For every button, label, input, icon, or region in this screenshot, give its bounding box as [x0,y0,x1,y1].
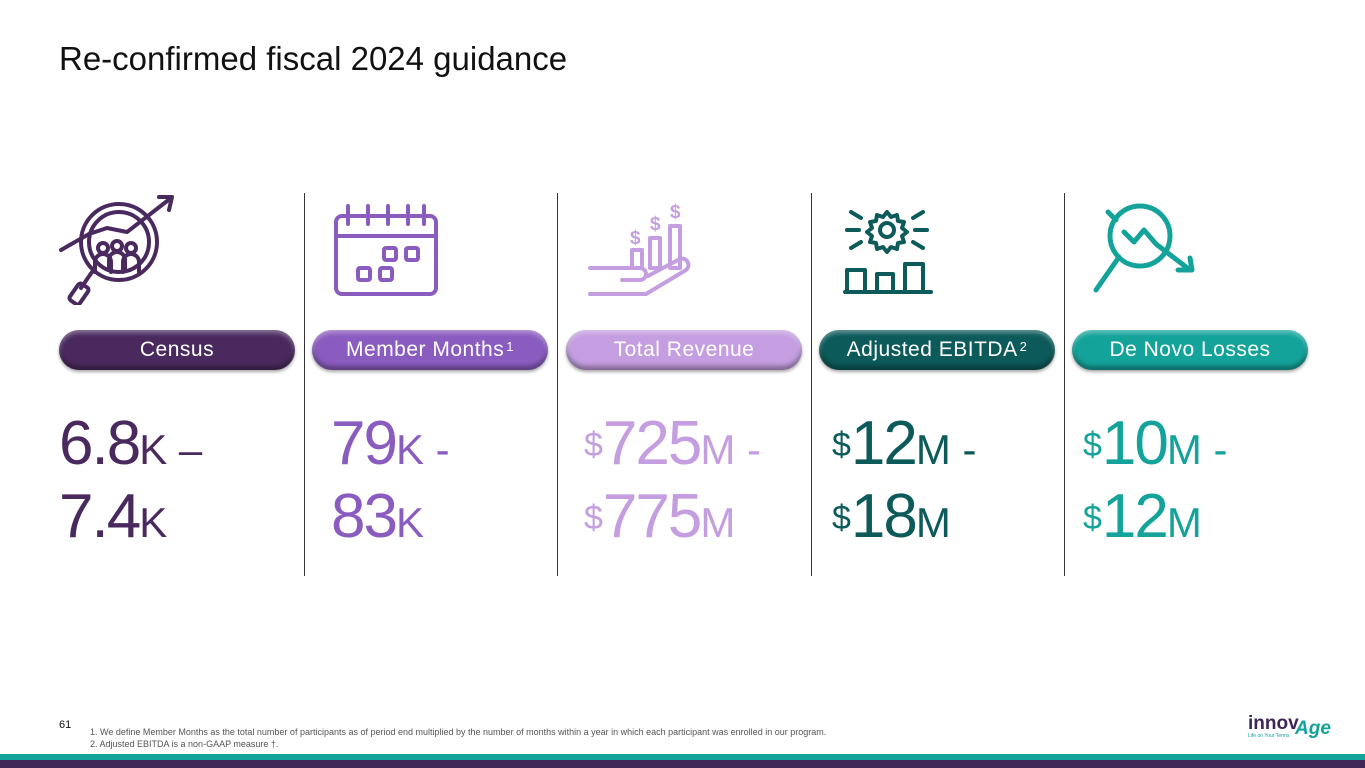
value-line-2: 83K [331,483,450,556]
footnote-ref: 1 [506,338,514,354]
census-magnifier-growth-icon [59,195,174,305]
census-column: Census 6.8K – 7.4K [59,190,299,580]
value-separator: - [1201,426,1228,473]
pill-label: Census [139,338,215,361]
column-divider [811,193,812,576]
value-unit: K [139,426,168,473]
svg-text:$: $ [670,202,681,223]
pill-label: Total Revenue [613,338,755,361]
value-low: 12 [850,409,918,478]
value-line-2: 7.4K [59,483,202,556]
footnotes: 1. We define Member Months as the total … [90,726,826,750]
currency-symbol: $ [832,426,851,464]
footer-bar-teal [0,754,1365,760]
de-novo-losses-value: $10M - $12M [1083,410,1228,556]
value-unit: M [1166,499,1202,546]
revenue-hand-chart-icon: $ $ $ [588,202,691,296]
value-unit: M [915,499,951,546]
adjusted-ebitda-label-pill: Adjusted EBITDA 2 [819,330,1055,370]
adjusted-ebitda-value: $12M - $18M [832,410,977,556]
footer-bar-purple [0,760,1365,768]
value-line-2: $18M [832,483,977,556]
pill-label: Member Months [346,338,505,361]
value-unit: M [915,426,951,473]
de-novo-losses-column: De Novo Losses $10M - $12M [1072,190,1312,580]
de-novo-losses-label-pill: De Novo Losses [1072,330,1308,370]
magnifier-downtrend-icon [1093,203,1195,293]
page-number: 61 [59,719,72,731]
member-months-label-pill: Member Months 1 [312,330,548,370]
value-separator: - [735,426,762,473]
total-revenue-column: $ $ $ Total Revenue $725M - $775M [566,190,806,580]
logo-text-accent: Age [1294,718,1331,739]
census-label-pill: Census [59,330,295,370]
pill-label: Adjusted EBITDA [846,338,1018,361]
logo-text-main: innov [1248,713,1299,734]
value-separator: - [423,426,450,473]
currency-symbol: $ [1083,426,1102,464]
column-divider [304,193,305,576]
value-unit: K [395,499,424,546]
adjusted-ebitda-column: Adjusted EBITDA 2 $12M - $18M [819,190,1059,580]
census-value: 6.8K – 7.4K [59,410,202,556]
currency-symbol: $ [832,499,851,537]
footnote-2: 2. Adjusted EBITDA is a non-GAAP measure… [90,739,279,749]
value-line-1: $12M - [832,410,977,483]
member-months-column: Member Months 1 79K - 83K [312,190,552,580]
footnote-ref: 2 [1019,338,1028,354]
value-high: 775 [602,482,702,551]
currency-symbol: $ [584,499,603,537]
page-title: Re-confirmed fiscal 2024 guidance [59,40,568,77]
value-line-1: 6.8K – [59,410,202,483]
value-line-2: $12M [1083,483,1228,556]
total-revenue-value: $725M - $775M [584,410,761,556]
calendar-icon [334,204,438,296]
value-unit: M [700,426,736,473]
column-divider [1064,193,1065,576]
value-unit: K [139,499,168,546]
column-divider [557,193,558,576]
pill-label: De Novo Losses [1109,338,1271,361]
value-low: 10 [1101,409,1169,478]
value-unit: M [1166,426,1202,473]
innovage-logo: innov Age Life on Your Terms [1248,713,1331,739]
value-low: 725 [602,409,702,478]
total-revenue-label-pill: Total Revenue [566,330,802,370]
value-high: 18 [850,482,918,551]
value-low: 6.8 [59,409,141,478]
member-months-value: 79K - 83K [331,410,450,556]
logo-tagline: Life on Your Terms [1248,733,1290,739]
value-line-1: 79K - [331,410,450,483]
svg-text:$: $ [630,228,641,249]
value-line-1: $10M - [1083,410,1228,483]
value-line-2: $775M [584,483,761,556]
value-separator: - [950,426,977,473]
value-high: 83 [331,482,398,551]
value-line-1: $725M - [584,410,761,483]
value-unit: M [700,499,736,546]
svg-text:$: $ [650,214,661,235]
value-low: 79 [331,409,398,478]
currency-symbol: $ [584,426,603,464]
value-unit: K [395,426,424,473]
footnote-1: 1. We define Member Months as the total … [90,727,827,737]
currency-symbol: $ [1083,499,1102,537]
value-separator: – [167,426,203,473]
value-high: 12 [1101,482,1169,551]
value-high: 7.4 [59,482,141,551]
gear-bars-icon [843,210,933,294]
